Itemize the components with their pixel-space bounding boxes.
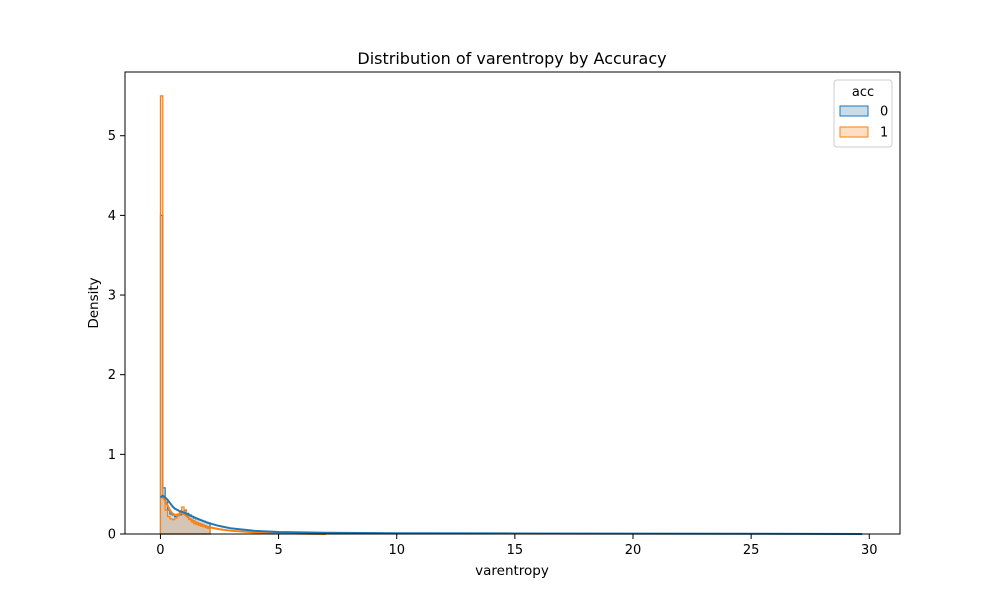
y-tick-label: 4 — [108, 209, 116, 224]
x-tick-label: 30 — [861, 543, 878, 558]
y-axis-label: Density — [86, 277, 102, 328]
series-1-histogram-step — [159, 95, 211, 535]
series-0-kde-line — [159, 494, 863, 535]
legend-swatch — [839, 105, 869, 117]
y-tick-label: 0 — [108, 528, 116, 543]
axes-frame — [124, 71, 901, 535]
x-tick-label: 25 — [743, 543, 760, 558]
x-tick-label: 20 — [625, 543, 642, 558]
y-axis-ticks: 0 1 2 3 4 5 — [108, 129, 125, 543]
legend-swatch — [839, 126, 869, 138]
legend-item-1: 1 — [839, 126, 888, 141]
legend-item-0: 0 — [839, 105, 888, 120]
y-tick-label: 5 — [108, 129, 116, 144]
plot-area — [159, 95, 863, 535]
y-tick-label: 3 — [108, 289, 116, 304]
x-axis-label: varentropy — [475, 563, 549, 579]
legend-items: 01 — [839, 105, 888, 141]
x-tick-label: 10 — [388, 543, 405, 558]
x-tick-label: 0 — [156, 543, 164, 558]
series-1-histogram — [159, 95, 211, 535]
legend-label: 1 — [880, 126, 888, 141]
legend-title: acc — [852, 85, 874, 100]
series-1-kde-line — [160, 495, 326, 535]
legend-box — [833, 79, 893, 148]
legend: acc 01 — [833, 79, 893, 148]
y-tick-label: 2 — [108, 368, 116, 383]
legend-label: 0 — [880, 105, 888, 120]
x-tick-label: 15 — [507, 543, 524, 558]
x-axis-ticks: 0 5 10 15 20 25 30 — [156, 534, 878, 558]
x-tick-label: 5 — [274, 543, 282, 558]
chart-title: Distribution of varentropy by Accuracy — [357, 49, 666, 68]
y-tick-label: 1 — [108, 448, 116, 463]
